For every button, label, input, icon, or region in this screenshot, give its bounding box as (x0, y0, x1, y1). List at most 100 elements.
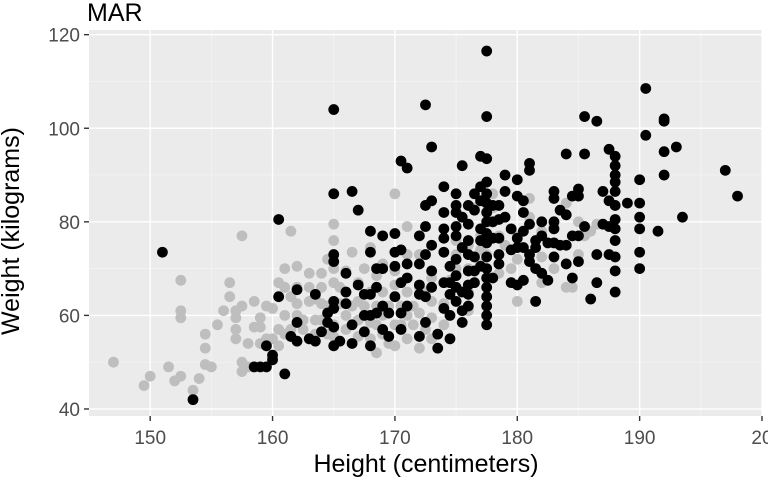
data-point (395, 324, 407, 335)
data-point (517, 242, 529, 253)
data-point (603, 143, 615, 155)
data-point (634, 246, 646, 258)
data-point (254, 321, 266, 333)
data-point (254, 312, 266, 324)
data-point (432, 328, 444, 340)
chart-title: MAR (87, 0, 143, 27)
data-point (481, 111, 493, 122)
data-point (462, 218, 474, 230)
data-point (493, 249, 505, 260)
data-point (462, 300, 474, 312)
data-point (609, 251, 621, 263)
data-point (548, 186, 560, 197)
data-point (236, 300, 248, 312)
data-point (224, 277, 236, 289)
data-point (377, 263, 389, 275)
data-point (377, 300, 389, 312)
data-point (456, 211, 468, 223)
data-point (316, 326, 327, 338)
data-point (499, 169, 511, 181)
data-point (524, 218, 535, 230)
data-point (291, 284, 303, 296)
data-point (481, 291, 493, 303)
data-point (579, 148, 590, 160)
data-point (438, 319, 450, 331)
data-point (267, 333, 278, 345)
data-point (560, 258, 572, 270)
data-point (450, 200, 462, 211)
data-point (144, 370, 156, 382)
data-point (163, 361, 174, 373)
y-tick-label: 60 (59, 306, 80, 327)
data-point (481, 207, 493, 218)
data-point (450, 253, 462, 265)
data-point (346, 338, 358, 349)
data-point (499, 211, 511, 223)
data-point (328, 104, 340, 115)
data-point (566, 281, 578, 293)
x-tick-label: 170 (379, 428, 411, 449)
data-point (481, 45, 493, 57)
data-point (279, 281, 291, 293)
data-point (573, 256, 584, 267)
data-point (652, 225, 664, 237)
x-tick-label: 150 (134, 428, 166, 449)
data-point (328, 302, 340, 314)
data-point (585, 293, 597, 305)
data-point (548, 263, 560, 275)
data-point (328, 218, 340, 230)
data-point (413, 331, 425, 342)
data-point (438, 181, 450, 193)
data-point (199, 342, 211, 354)
data-point (511, 295, 523, 307)
data-point (505, 223, 517, 235)
data-point (536, 251, 548, 263)
data-point (481, 188, 493, 200)
data-point (548, 251, 560, 263)
data-point (346, 319, 358, 331)
data-point (469, 188, 480, 200)
data-point (560, 148, 572, 160)
data-point (481, 319, 493, 331)
data-point (511, 253, 523, 265)
data-point (413, 342, 425, 354)
data-point (328, 256, 340, 267)
y-axis-title: Weight (kilograms) (0, 127, 25, 335)
data-point (432, 342, 444, 354)
data-point (517, 225, 529, 237)
data-point (401, 272, 413, 284)
data-point (175, 305, 187, 317)
data-point (536, 230, 548, 242)
data-point (493, 232, 505, 244)
data-point (401, 333, 413, 345)
x-axis-title: Height (centimeters) (313, 450, 538, 478)
x-tick-label: 20 (751, 428, 768, 449)
data-point (401, 258, 413, 270)
data-point (444, 333, 456, 345)
data-point (389, 260, 401, 272)
data-point (438, 246, 450, 258)
data-point (291, 298, 303, 310)
data-point (389, 340, 401, 352)
data-point (389, 228, 401, 239)
data-point (401, 300, 413, 312)
data-point (609, 150, 621, 162)
data-point (389, 188, 401, 200)
data-point (438, 207, 450, 218)
data-point (560, 197, 572, 209)
data-point (212, 319, 223, 331)
data-point (493, 258, 505, 270)
data-point (224, 291, 236, 303)
data-point (358, 300, 370, 312)
data-point (340, 298, 352, 310)
data-point (334, 335, 346, 347)
data-point (309, 335, 321, 347)
data-point (469, 204, 480, 216)
data-point (536, 216, 548, 228)
data-point (609, 200, 621, 211)
data-point (481, 310, 493, 321)
data-point (609, 186, 621, 197)
data-point (420, 249, 431, 260)
data-point (199, 328, 211, 340)
data-point (230, 333, 242, 345)
